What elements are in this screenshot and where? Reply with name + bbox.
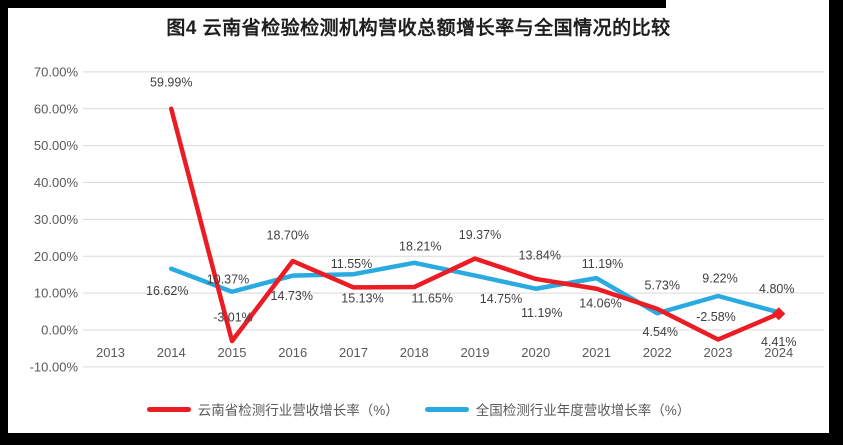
data-label: 11.19% (521, 306, 562, 320)
data-label: 14.73% (271, 289, 313, 303)
gridlines (83, 71, 824, 368)
legend-label-yunnan: 云南省检测行业营收增长率（%） (197, 403, 399, 418)
x-axis-tick-label: 2020 (521, 345, 550, 360)
data-label: 5.73% (645, 278, 680, 292)
y-axis-tick-labels: 70.00% 60.00% 50.00% 40.00% 30.00% 20.00% 10.0… (30, 64, 79, 374)
screen-border-left (0, 0, 8, 445)
screen-border-right (829, 0, 843, 445)
screen-border-top (0, 0, 666, 8)
x-axis-tick-label: 2019 (461, 345, 490, 360)
y-axis-tick-label: -10.00% (30, 359, 79, 374)
y-axis-tick-label: 0.00% (41, 323, 78, 338)
data-label: 19.37% (459, 228, 501, 242)
chart-legend: 云南省检测行业营收增长率（%） 全国检测行业年度营收增长率（%） (8, 399, 829, 419)
legend-item-national: 全国检测行业年度营收增长率（%） (424, 399, 691, 419)
data-label: 15.13% (341, 292, 383, 306)
y-axis-tick-label: 10.00% (34, 286, 79, 301)
x-axis-tick-labels: 2013 2014 2015 2016 2017 2018 2019 2020 2021 2022… (96, 345, 793, 360)
series-line-1 (169, 260, 781, 316)
x-axis-tick-label: 2016 (278, 345, 307, 360)
data-label: -3.01% (213, 311, 253, 325)
x-axis-tick-label: 2023 (704, 345, 733, 360)
legend-line-swatch-blue (424, 406, 469, 412)
x-axis-tick-label: 2022 (643, 345, 672, 360)
data-label: -2.58% (696, 310, 736, 324)
series-lines (169, 106, 781, 344)
x-axis-tick-label: 2013 (96, 345, 125, 360)
legend-line-swatch-red (146, 406, 191, 412)
series-markers (772, 307, 786, 321)
screen-border-bottom (0, 433, 843, 445)
data-label: 18.70% (267, 229, 309, 243)
x-axis-tick-label: 2024 (764, 345, 793, 360)
data-label: 11.19% (582, 257, 623, 271)
data-label: 13.84% (519, 248, 561, 262)
x-axis-tick-label: 2014 (157, 345, 186, 360)
chart-title: 图4 云南省检验检测机构营收总额增长率与全国情况的比较 (166, 18, 671, 39)
data-label: 9.22% (702, 272, 737, 286)
legend-label-national: 全国检测行业年度营收增长率（%） (475, 403, 691, 418)
y-axis-tick-label: 40.00% (34, 175, 79, 190)
data-label: 10.37% (207, 272, 249, 286)
y-axis-tick-label: 20.00% (34, 249, 79, 264)
legend-item-yunnan: 云南省检测行业营收增长率（%） (146, 399, 399, 419)
data-label: 4.41% (761, 335, 796, 349)
data-label: 4.80% (759, 282, 794, 296)
y-axis-tick-label: 50.00% (34, 138, 79, 153)
y-axis-tick-label: 60.00% (34, 101, 79, 116)
data-label: 14.75% (480, 292, 522, 306)
x-axis-tick-label: 2018 (400, 345, 429, 360)
series-line-0 (169, 106, 781, 344)
data-labels: 59.99% -3.01% 18.70% 11.55% 11.65% 19.37% 13.8… (146, 75, 796, 349)
data-label: 59.99% (150, 75, 192, 89)
x-axis-tick-label: 2017 (339, 345, 368, 360)
x-axis-tick-label: 2015 (218, 345, 247, 360)
y-axis-tick-label: 70.00% (34, 64, 79, 79)
data-label: 18.21% (399, 239, 441, 253)
data-label: 14.06% (579, 297, 621, 311)
data-label: 4.54% (643, 325, 678, 339)
y-axis-tick-label: 30.00% (34, 212, 79, 227)
series-end-diamond-marker (772, 307, 786, 321)
data-label: 11.55% (331, 257, 372, 271)
x-axis-tick-label: 2021 (582, 345, 611, 360)
data-label: 16.62% (146, 284, 188, 298)
data-label: 11.65% (412, 292, 453, 306)
